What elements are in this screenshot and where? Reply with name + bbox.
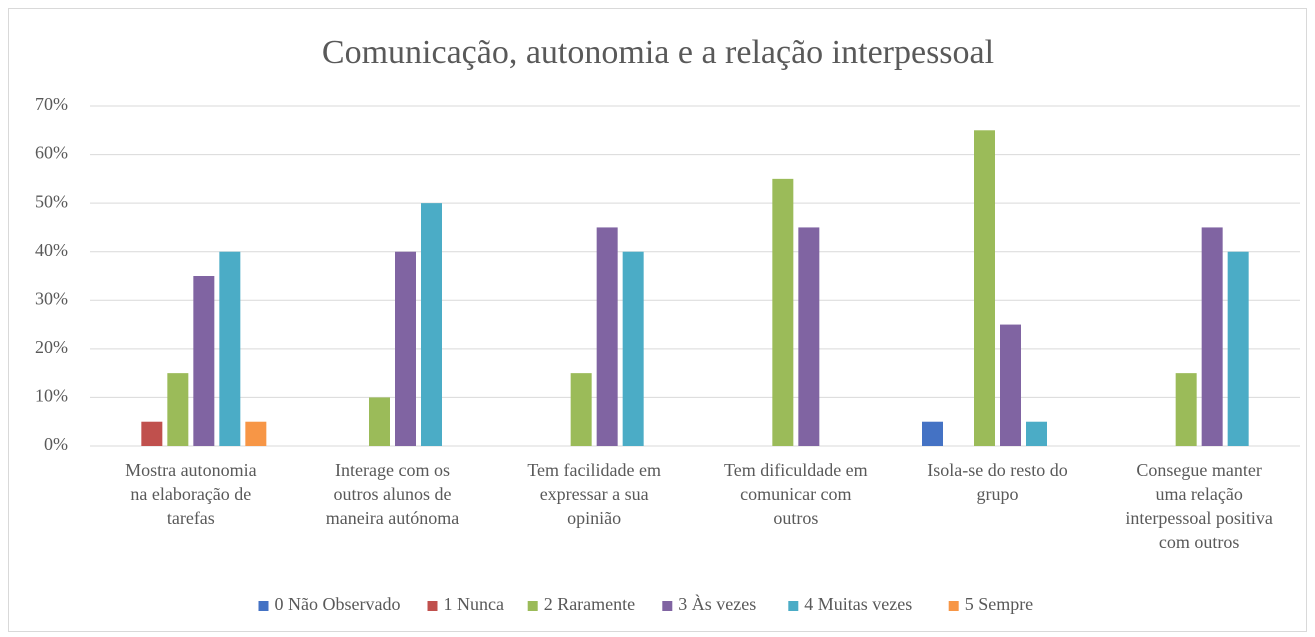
bar	[193, 276, 215, 446]
x-tick-label: Mostra autonomia na elaboração de tarefas	[125, 460, 256, 528]
bar	[1201, 227, 1223, 446]
bar	[974, 130, 995, 447]
x-tick-label: Consegue manter uma relação interpessoal p…	[1125, 460, 1272, 552]
y-tick-label: 60%	[35, 143, 68, 163]
y-tick-label: 50%	[35, 191, 68, 211]
y-tick-label: 30%	[35, 288, 68, 308]
bar	[421, 203, 442, 446]
legend-label: 5 Sempre	[965, 594, 1033, 614]
legend-swatch	[948, 601, 959, 611]
legend-label: 0 Não Observado	[275, 594, 401, 614]
bar	[772, 178, 794, 446]
bar	[369, 397, 390, 446]
chart-title: Comunicação, autonomia e a relação inter…	[322, 34, 994, 71]
bar	[798, 227, 820, 446]
legend-label: 3 Às vezes	[678, 593, 756, 614]
y-tick-label: 20%	[35, 337, 68, 357]
y-tick-label: 10%	[35, 386, 68, 406]
bar	[395, 251, 416, 446]
bar	[167, 373, 189, 446]
x-tick-label: Isola-se do resto do grupo	[927, 460, 1067, 504]
y-tick-label: 0%	[44, 434, 68, 454]
y-tick-label: 40%	[35, 240, 68, 260]
x-tick-label: Tem dificuldade em comunicar com outros	[724, 460, 868, 528]
legend-swatch	[427, 601, 438, 611]
bar	[1227, 251, 1249, 446]
legend-swatch	[662, 601, 673, 611]
bar	[141, 421, 163, 446]
legend-swatch	[788, 601, 799, 611]
x-tick-label: Interage com os outros alunos de maneira a…	[326, 460, 459, 528]
bar	[622, 251, 644, 446]
bar	[570, 373, 592, 446]
legend-swatch	[527, 601, 538, 611]
bar	[245, 421, 267, 446]
bar	[596, 227, 618, 446]
bar	[1175, 373, 1197, 446]
x-tick-label: Tem facilidade em expressar a sua opinião	[527, 460, 661, 528]
legend-label: 1 Nunca	[444, 594, 504, 614]
bar	[219, 251, 241, 446]
bar	[1000, 324, 1021, 446]
y-tick-label: 70%	[35, 94, 68, 114]
bar	[922, 421, 943, 446]
legend-label: 4 Muitas vezes	[804, 594, 912, 614]
legend-label: 2 Raramente	[544, 594, 635, 614]
legend-swatch	[258, 601, 269, 611]
bar	[1026, 421, 1047, 446]
